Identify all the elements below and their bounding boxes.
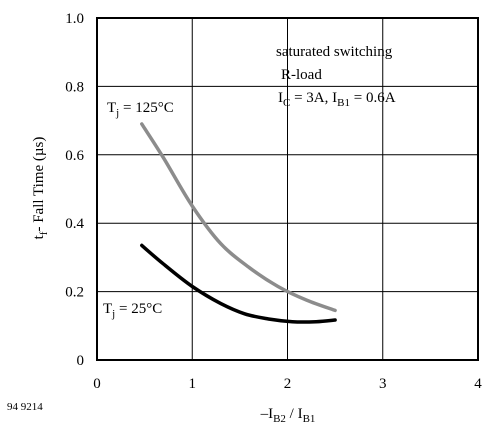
- x-tick-label: 3: [379, 376, 387, 392]
- y-axis-title: tf- Fall Time (µs): [31, 137, 50, 240]
- y-tick-label: 0.4: [65, 216, 84, 232]
- x-tick-label: 4: [474, 376, 482, 392]
- y-tick-label: 0.6: [65, 148, 84, 164]
- y-tick-label: 0.8: [65, 79, 84, 95]
- plot-frame: [96, 17, 479, 361]
- x-tick-label: 0: [93, 376, 101, 392]
- annotation-line-3: IC = 3A, IB1 = 0.6A: [278, 90, 396, 109]
- series-label-25c: Tj = 25°C: [103, 301, 162, 320]
- series-line-25c: [140, 243, 337, 324]
- y-tick-label: 0: [77, 353, 85, 369]
- x-axis-title: –IB2 / IB1: [260, 406, 316, 425]
- document-code: 94 9214: [7, 401, 43, 413]
- y-tick-label: 1.0: [65, 11, 84, 27]
- x-tick-label: 2: [284, 376, 292, 392]
- series-curves: [140, 122, 337, 324]
- series-line-125c: [140, 122, 337, 313]
- series-label-125c: Tj = 125°C: [107, 100, 174, 119]
- annotation-line-1: saturated switching: [276, 44, 393, 60]
- tick-labels: 0 1 2 3 4 0 0.2 0.4 0.6 0.8 1.0: [65, 11, 482, 392]
- y-tick-label: 0.2: [65, 285, 84, 301]
- annotation-line-2: R-load: [281, 67, 322, 83]
- x-tick-label: 1: [189, 376, 197, 392]
